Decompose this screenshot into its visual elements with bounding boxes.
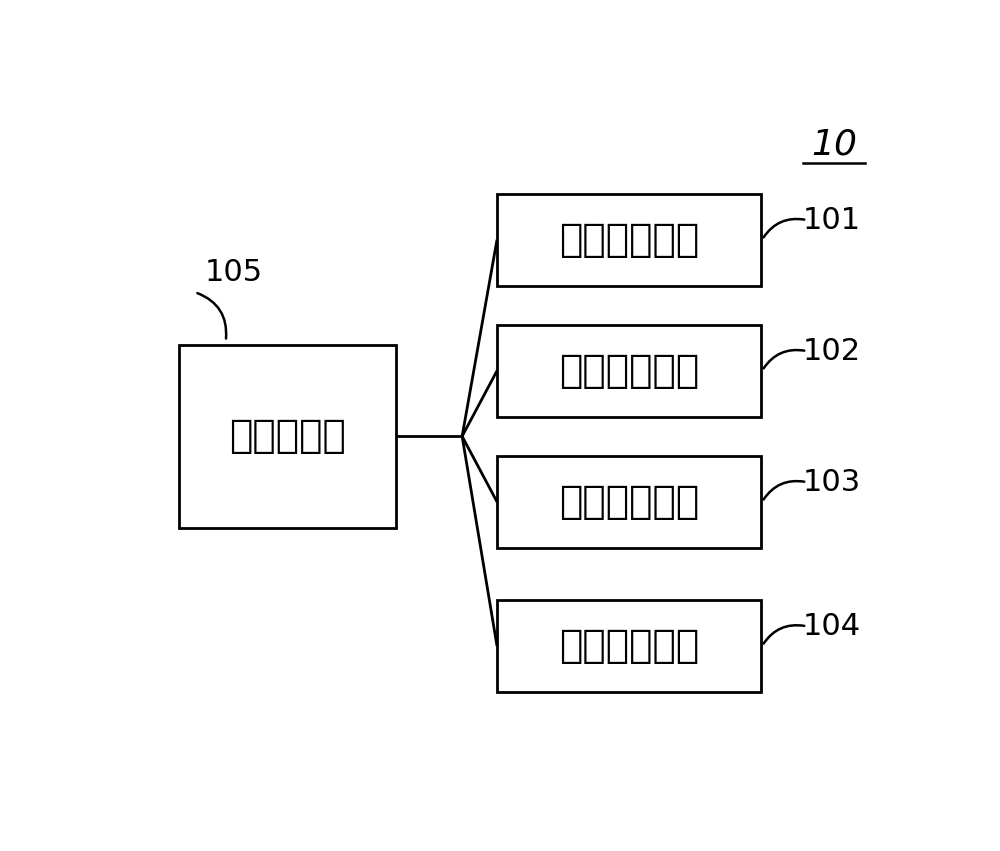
Text: 101: 101 [803,206,861,235]
Bar [497,600,761,692]
Bar [497,194,761,286]
Text: 电机管理模块: 电机管理模块 [559,483,699,521]
Text: 105: 105 [204,258,263,287]
Text: 102: 102 [803,337,861,366]
Text: 整车控制模块: 整车控制模块 [559,220,699,259]
Text: 10: 10 [811,128,857,162]
Text: 电池管理模块: 电池管理模块 [559,351,699,390]
Text: 103: 103 [803,468,861,497]
Text: 主控制模块: 主控制模块 [229,417,346,455]
Bar [497,456,761,548]
Bar [179,345,396,528]
Text: 能量管理模块: 能量管理模块 [559,627,699,665]
Text: 104: 104 [803,612,861,641]
Bar [497,325,761,417]
